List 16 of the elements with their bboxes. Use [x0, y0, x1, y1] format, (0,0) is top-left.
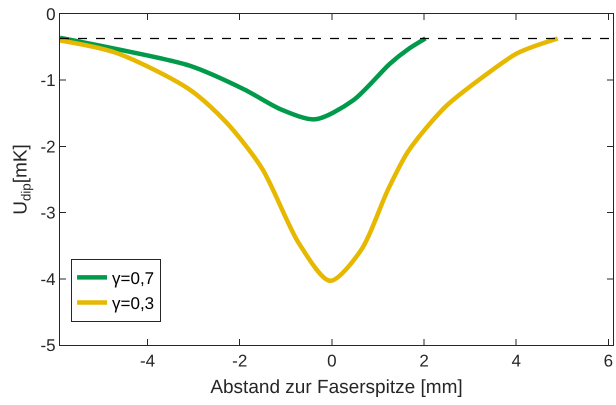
y-tick-label: -5	[40, 336, 56, 355]
x-tick-label: 6	[604, 351, 614, 370]
x-axis-title: Abstand zur Faserspitze [mm]	[210, 377, 463, 398]
y-tick-label: -2	[40, 137, 56, 156]
y-tick-label: -4	[40, 270, 56, 289]
legend-label: γ=0,3	[112, 294, 154, 314]
x-tick-label: -4	[140, 351, 156, 370]
y-tick-label: -3	[40, 204, 56, 223]
x-tick-label: 4	[511, 351, 521, 370]
x-tick-label: 0	[327, 351, 337, 370]
y-tick-label: 0	[46, 4, 56, 24]
x-tick-label: -2	[232, 351, 248, 370]
y-tick-label: -1	[40, 71, 56, 90]
legend-label: γ=0,7	[112, 269, 154, 288]
x-tick-label: 2	[419, 351, 429, 370]
line-series	[60, 36, 428, 122]
